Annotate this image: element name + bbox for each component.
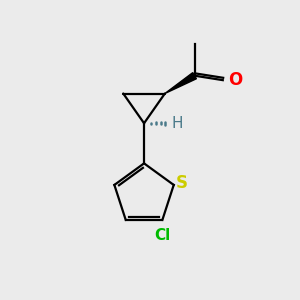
Polygon shape	[165, 73, 196, 94]
Text: H: H	[171, 116, 183, 131]
Text: O: O	[228, 71, 242, 89]
Text: S: S	[176, 175, 188, 193]
Text: Cl: Cl	[154, 228, 170, 243]
